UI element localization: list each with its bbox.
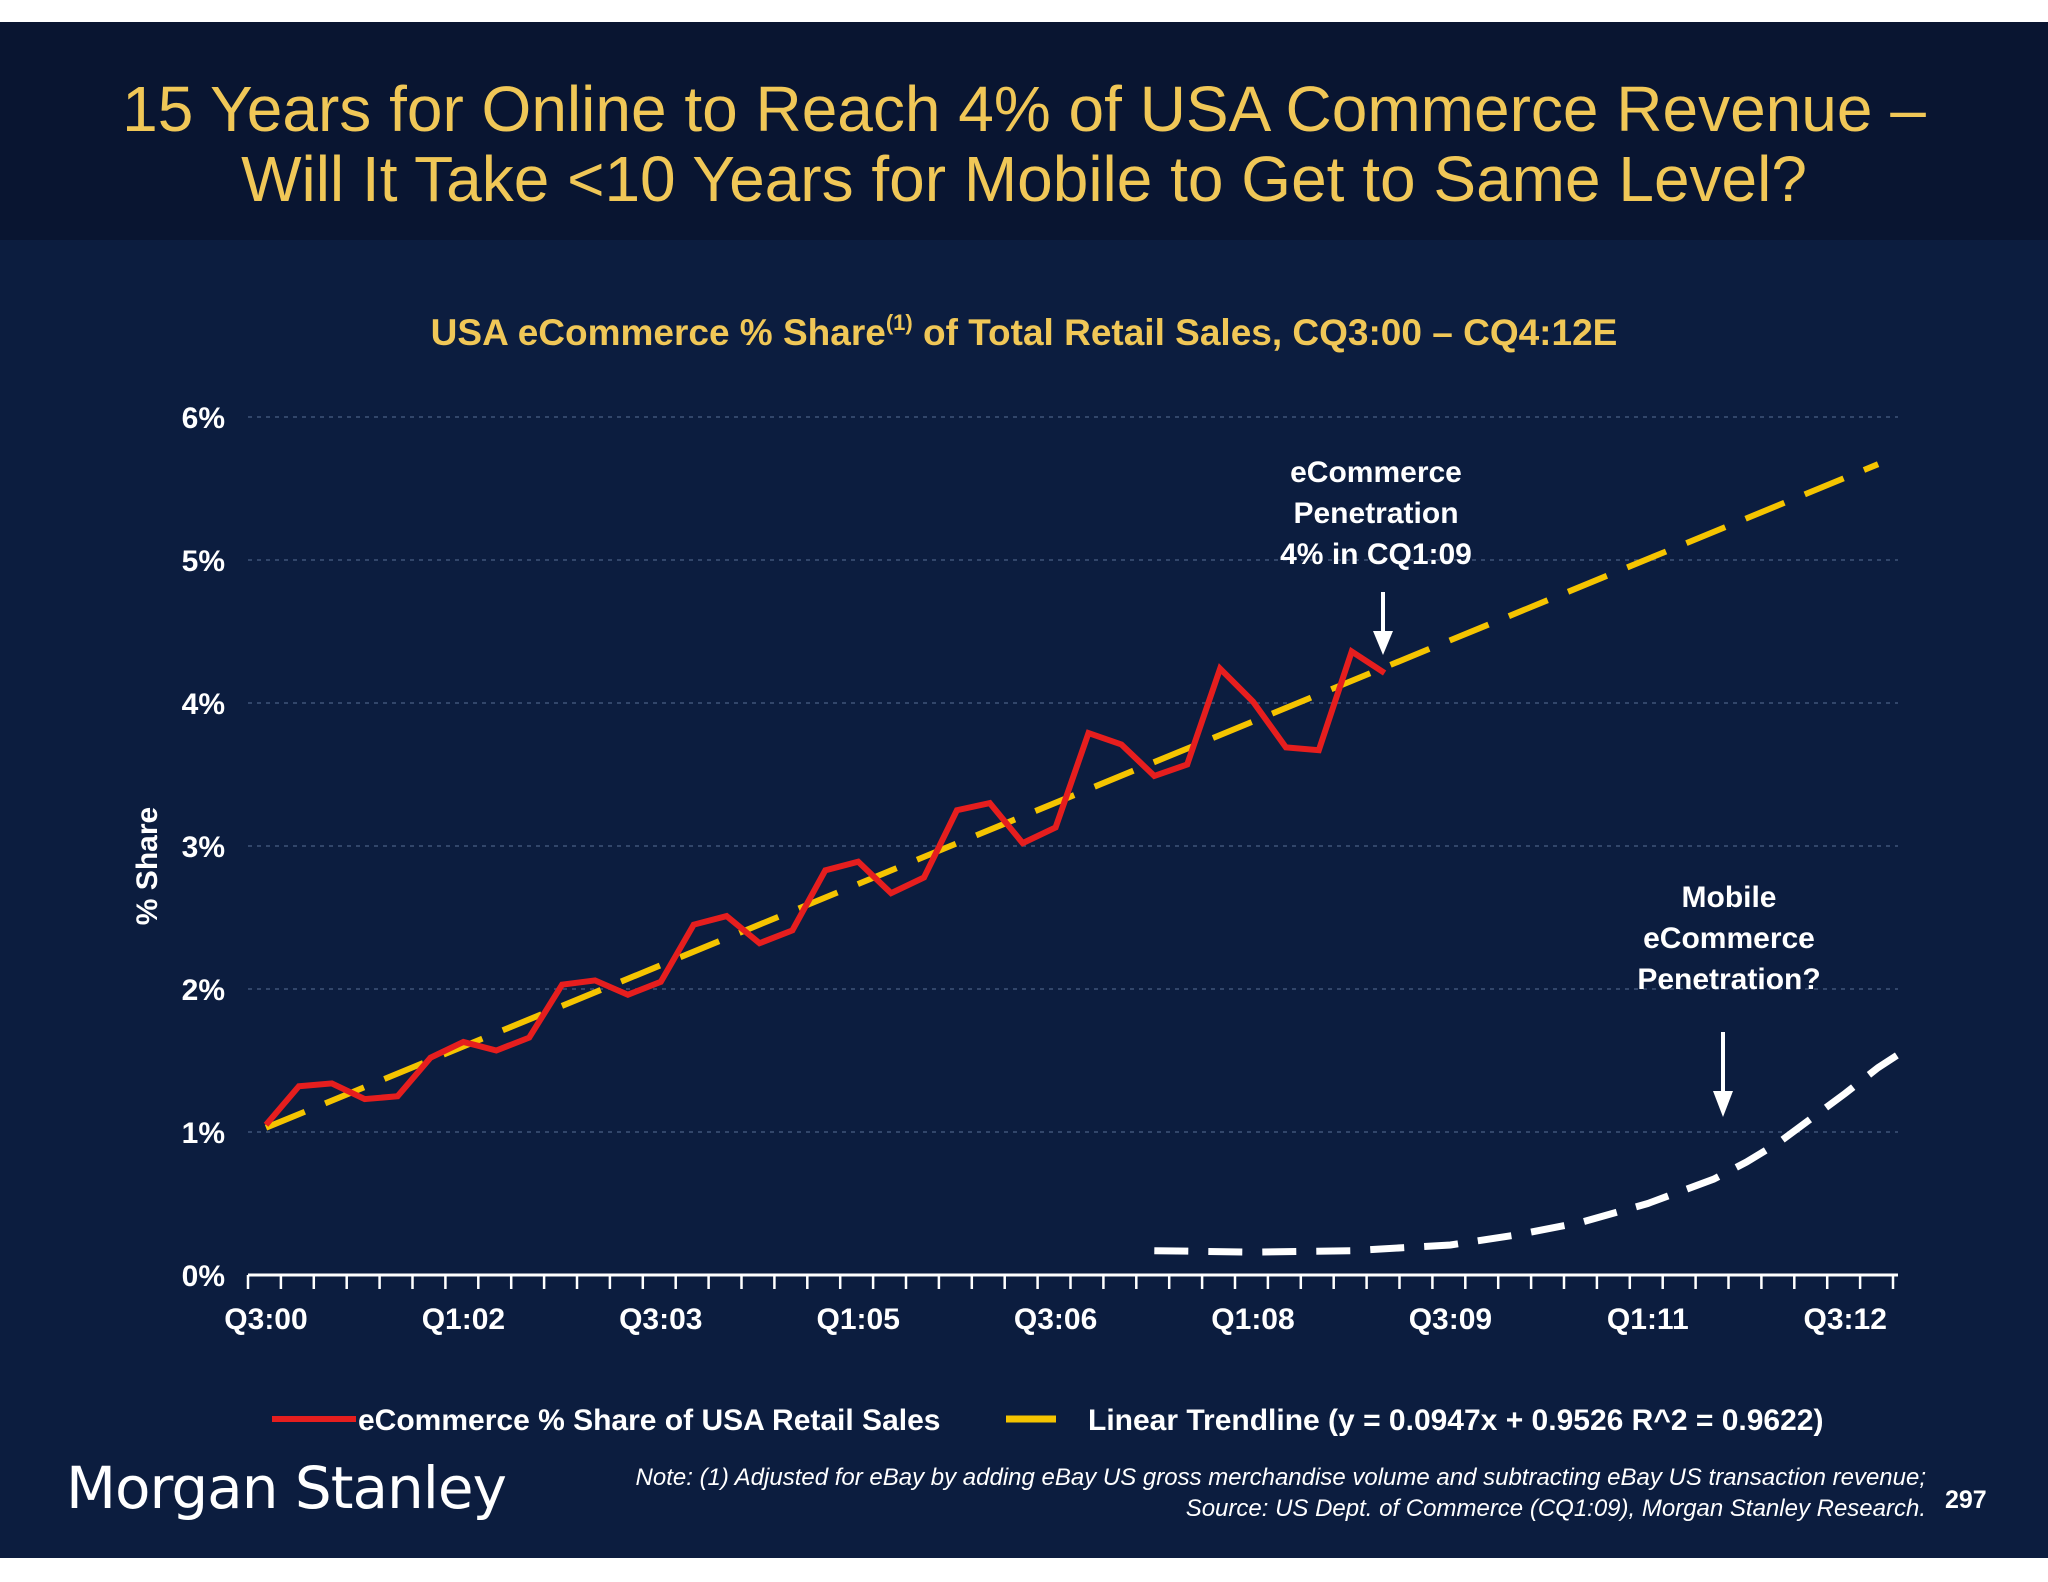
morgan-stanley-logo: Morgan Stanley xyxy=(66,1454,507,1522)
mobile-annotation-line: Penetration? xyxy=(1637,963,1820,996)
chart-title: USA eCommerce % Share(1) of Total Retail… xyxy=(0,310,2048,354)
x-tick-label: Q3:06 xyxy=(1014,1303,1097,1336)
ecommerce-share-series xyxy=(263,646,1387,1127)
mobile-arrow-head xyxy=(1713,1091,1733,1117)
mobile-ecommerce-series xyxy=(1154,1043,1913,1256)
y-tick-label: 6% xyxy=(182,402,225,435)
y-tick-label: 5% xyxy=(182,545,225,578)
chart-title-main: USA eCommerce % Share xyxy=(430,312,886,353)
x-tick-label: Q1:11 xyxy=(1607,1303,1689,1336)
trendline-series xyxy=(264,461,1880,1131)
x-tick-label: Q3:00 xyxy=(224,1303,307,1336)
title-banner: 15 Years for Online to Reach 4% of USA C… xyxy=(0,22,2048,240)
mobile-annotation-line: Mobile xyxy=(1682,881,1777,914)
slide-title-line-1: 15 Years for Online to Reach 4% of USA C… xyxy=(122,73,1926,145)
x-tick-label: Q1:05 xyxy=(817,1303,900,1336)
chart-title-footnote-ref: (1) xyxy=(885,310,913,335)
line-chart: 0% 1% 2% 3% 4% 5% 6% Q3:00 Q1:02 Q3:03 Q1:05 Q3:06 Q… xyxy=(182,402,1913,1437)
legend-label-ecommerce: eCommerce % Share of USA Retail Sales xyxy=(358,1404,940,1437)
y-tick-label: 2% xyxy=(182,974,225,1007)
x-tick-label: Q1:02 xyxy=(422,1303,505,1336)
x-tick-label: Q3:09 xyxy=(1409,1303,1492,1336)
ecommerce-annotation-line: Penetration xyxy=(1293,497,1458,530)
ecommerce-annotation-line: eCommerce xyxy=(1290,456,1462,489)
ecommerce-arrow-head xyxy=(1373,631,1393,655)
x-tick-label: Q3:03 xyxy=(619,1303,702,1336)
legend-label-trendline: Linear Trendline (y = 0.0947x + 0.9526 R… xyxy=(1088,1404,1823,1437)
page-number: 297 xyxy=(1945,1486,1987,1514)
y-tick-label: 4% xyxy=(182,688,225,721)
chart-title-rest: of Total Retail Sales, CQ3:00 – CQ4:12E xyxy=(912,312,1618,353)
x-tick-label: Q1:08 xyxy=(1211,1303,1294,1336)
slide-title-line-2: Will It Take <10 Years for Mobile to Get… xyxy=(241,143,1807,215)
note-line-1: Note: (1) Adjusted for eBay by adding eB… xyxy=(635,1464,1926,1491)
slide-background: 15 Years for Online to Reach 4% of USA C… xyxy=(0,22,2048,1558)
y-tick-label: 1% xyxy=(182,1117,225,1150)
x-tick-label: Q3:12 xyxy=(1804,1303,1887,1336)
mobile-annotation-line: eCommerce xyxy=(1643,922,1815,955)
source-note: Note: (1) Adjusted for eBay by adding eB… xyxy=(636,1462,1926,1524)
ecommerce-annotation-line: 4% in CQ1:09 xyxy=(1280,538,1472,571)
y-tick-label: 0% xyxy=(182,1260,225,1293)
note-line-2: Source: US Dept. of Commerce (CQ1:09), M… xyxy=(1185,1495,1926,1522)
y-tick-label: 3% xyxy=(182,831,225,864)
